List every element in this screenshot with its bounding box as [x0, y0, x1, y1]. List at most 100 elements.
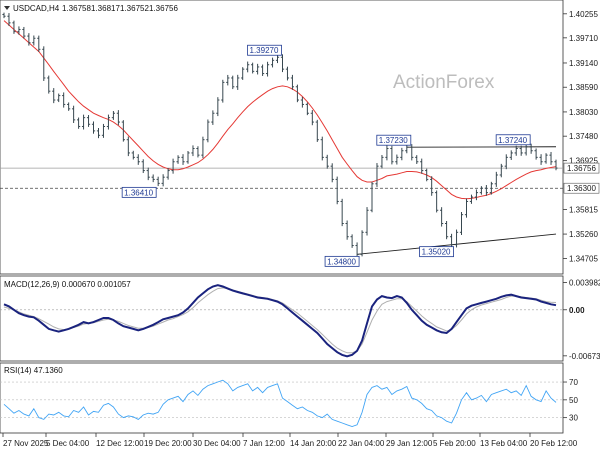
- swing-label-box: [495, 134, 531, 146]
- price-tick-label: 1.34705: [569, 255, 598, 264]
- price-bar: [514, 145, 518, 156]
- swing-label-box: [376, 134, 412, 146]
- level-tag: 1.36756: [563, 162, 600, 174]
- price-bar: [290, 74, 295, 90]
- price-bar: [355, 242, 359, 258]
- price-bar: [365, 207, 369, 236]
- price-bar: [116, 110, 120, 126]
- price-tick-label: 1.37480: [569, 132, 598, 141]
- price-bar: [410, 144, 414, 161]
- price-bar: [285, 66, 290, 81]
- price-bar: [76, 117, 81, 129]
- swing-label-text: 1.37240: [498, 136, 527, 145]
- price-bar: [166, 168, 170, 180]
- price-tick-label: 1.35815: [569, 206, 598, 215]
- price-bar: [32, 35, 36, 46]
- price-tick-label: 1.36925: [569, 157, 598, 166]
- price-bar: [479, 186, 484, 195]
- price-bar: [12, 20, 16, 34]
- macd-tick-label: -0.006737: [569, 352, 600, 361]
- price-bar: [186, 150, 190, 164]
- swing-label: 1.34800: [324, 255, 360, 267]
- price-bar: [211, 110, 215, 125]
- time-tick-label: 14 Jan 20:00: [290, 439, 337, 448]
- level-tag-text: 1.36300: [567, 184, 596, 193]
- time-tick-label: 5 Feb 20:00: [433, 439, 476, 448]
- price-bar: [464, 198, 469, 218]
- price-bar: [156, 176, 160, 187]
- price-bar: [335, 176, 339, 205]
- price-bar: [27, 33, 31, 46]
- price-bar: [345, 220, 349, 240]
- price-bar: [161, 174, 165, 187]
- rsi-panel: RSI(14) 47.1360 70 50 30: [0, 362, 578, 434]
- price-bar: [484, 185, 488, 196]
- symbol-label: USDCAD,H4: [13, 4, 60, 13]
- price-bar: [449, 233, 454, 248]
- price-bar: [241, 67, 245, 80]
- price-bar: [111, 111, 116, 120]
- price-bar: [440, 207, 444, 227]
- price-bar: [534, 148, 538, 160]
- price-tick-label: 1.39140: [569, 59, 598, 68]
- price-bar: [121, 120, 125, 142]
- time-tick-label: 22 Jan 04:00: [338, 439, 385, 448]
- price-tick-label: 1.39710: [569, 34, 598, 43]
- price-bar: [231, 75, 235, 90]
- price-bar: [330, 163, 334, 183]
- price-bar: [270, 57, 275, 68]
- price-bar: [106, 114, 111, 130]
- level-tag: 1.36300: [563, 182, 600, 194]
- price-bar: [17, 26, 21, 35]
- time-tick-label: 12 Dec 12:00: [96, 439, 144, 448]
- watermark: ActionForex: [393, 72, 495, 93]
- price-bar: [151, 174, 155, 183]
- price-bar: [62, 92, 66, 108]
- price-bar: [81, 114, 86, 130]
- price-bar: [499, 163, 503, 178]
- price-bar: [91, 121, 96, 134]
- price-bar: [52, 88, 56, 104]
- price-bar: [86, 115, 91, 127]
- price-bar: [435, 190, 439, 213]
- swing-label-text: 1.35020: [422, 248, 451, 257]
- ohlc-close: 1.36756: [149, 4, 178, 13]
- price-bar: [529, 143, 533, 154]
- swing-label-text: 1.36410: [124, 188, 153, 197]
- level-tag-box: [563, 182, 600, 194]
- price-bar: [539, 154, 543, 165]
- price-bar: [469, 194, 474, 204]
- level-tag-text: 1.36756: [567, 164, 596, 173]
- price-bar: [300, 96, 304, 108]
- swing-label-box: [324, 255, 360, 267]
- macd-line: [3, 284, 557, 358]
- price-bar: [474, 189, 479, 201]
- price-bar: [524, 144, 528, 156]
- time-tick-label: 13 Feb 04:00: [480, 439, 528, 448]
- price-bar: [131, 150, 135, 160]
- swing-label: 1.37230: [376, 134, 412, 146]
- price-bar: [47, 75, 51, 94]
- price-bar: [430, 176, 434, 196]
- price-header: USDCAD,H4 1.36758 1.36817 1.36752 1.3675…: [4, 4, 178, 13]
- price-bar: [42, 46, 46, 81]
- macd-panel: MACD(12,26,9) 0.000670 0.001057 0.003982…: [0, 275, 600, 362]
- price-bar: [459, 211, 464, 235]
- price-bar: [236, 74, 240, 90]
- price-bar: [221, 79, 225, 103]
- price-bar: [360, 230, 364, 257]
- swing-label-text: 1.34800: [327, 257, 356, 266]
- price-bar: [310, 110, 314, 126]
- price-bar: [370, 181, 374, 213]
- price-bar: [295, 84, 300, 103]
- rsi-tick-label: 70: [569, 378, 578, 387]
- time-tick-label: 20 Feb 12:00: [530, 439, 578, 448]
- dropdown-arrow-icon[interactable]: [4, 6, 10, 10]
- price-bar: [275, 54, 280, 64]
- price-bar: [320, 136, 324, 161]
- swing-label-text: 1.39270: [250, 46, 279, 55]
- macd-label: MACD(12,26,9) 0.000670 0.001057: [4, 280, 131, 289]
- time-tick-label: 19 Dec 20:00: [144, 439, 192, 448]
- price-bar: [7, 13, 11, 27]
